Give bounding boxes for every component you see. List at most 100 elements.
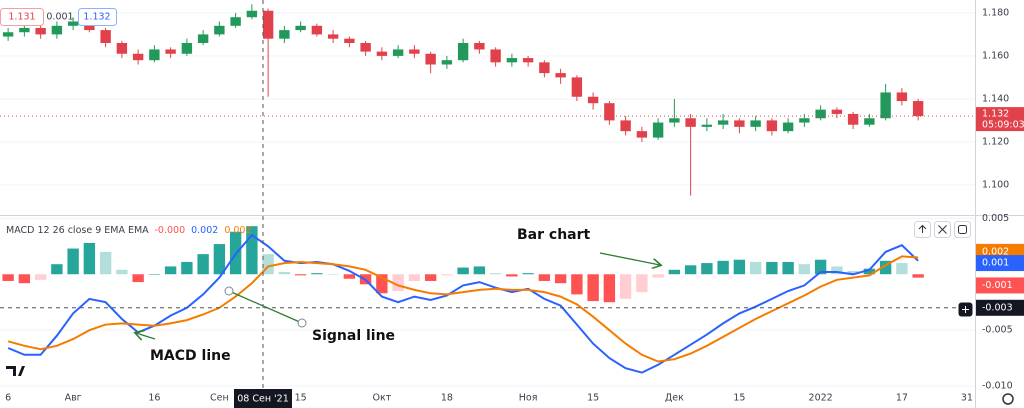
- annotation: MACD line: [150, 348, 231, 364]
- line-series: [7, 255, 919, 363]
- histogram-bar: [197, 254, 209, 275]
- histogram-bar: [506, 274, 518, 277]
- settings-button[interactable]: [1002, 393, 1014, 405]
- candle-body: [376, 51, 388, 56]
- candle-body: [116, 43, 128, 54]
- x-tick-label: 18: [441, 393, 453, 404]
- histogram-bar: [538, 274, 551, 281]
- maximize-icon: [958, 225, 967, 234]
- candle-body: [165, 49, 176, 54]
- y-tick-label: 1.140: [982, 93, 1009, 104]
- candle-body: [360, 43, 371, 52]
- x-tick-label: 15: [295, 393, 307, 404]
- histogram-bar: [83, 242, 96, 275]
- marks: [0, 4, 975, 374]
- histogram-bar: [311, 273, 323, 275]
- x-tick-label: Авг: [65, 393, 82, 404]
- x-tick-label: Сен: [210, 393, 229, 404]
- histogram-bar: [376, 274, 388, 294]
- histogram-bar: [603, 274, 616, 303]
- histogram-bar: [717, 260, 729, 275]
- candle-body: [425, 53, 436, 65]
- histogram-bar: [571, 274, 583, 295]
- candle-body: [734, 120, 745, 127]
- histogram-bar: [262, 254, 274, 275]
- indicator-legend: MACD 12 26 close 9 EMA EMA -0.000 0.002 0.0…: [6, 225, 252, 236]
- last-price-label: 1.132: [982, 109, 1009, 120]
- candle-body: [896, 92, 908, 102]
- candle-body: [2, 32, 14, 37]
- y-tick-label: 1.160: [982, 50, 1009, 61]
- histogram-bar: [116, 269, 128, 275]
- candle-body: [262, 10, 274, 39]
- candle-body: [409, 49, 420, 54]
- histogram-bar: [294, 274, 307, 276]
- x-tick-label: 16: [148, 393, 160, 404]
- annotation-dot: [224, 286, 234, 296]
- y-tick-label: -0.005: [982, 325, 1013, 336]
- candle-body: [506, 58, 518, 63]
- candle-body: [474, 43, 485, 50]
- annotation: Signal line: [312, 328, 395, 344]
- histogram-bar: [473, 266, 486, 275]
- histogram-bar: [733, 259, 746, 275]
- annotation-arrow: [136, 333, 156, 339]
- histogram-bar: [831, 266, 843, 275]
- histogram-bar: [749, 261, 762, 275]
- candle-body: [327, 34, 339, 39]
- candle-body: [132, 53, 144, 61]
- value-tag-label: -0.001: [982, 280, 1013, 291]
- candle-body: [799, 118, 810, 123]
- histogram-bar: [164, 266, 177, 275]
- histogram-bar: [814, 259, 827, 275]
- histogram-bar: [67, 248, 79, 275]
- annotation-arrow: [228, 290, 303, 324]
- histogram-bar: [2, 274, 14, 281]
- maximize-button[interactable]: [954, 221, 971, 238]
- candle-body: [831, 109, 843, 114]
- histogram-bar: [912, 274, 924, 278]
- annotation-arrow: [599, 252, 660, 265]
- histogram-bar: [587, 274, 599, 302]
- candle-body: [457, 43, 469, 61]
- histogram-bar: [668, 269, 681, 275]
- histogram-bar: [896, 263, 908, 275]
- last-price-tag: [976, 107, 1024, 132]
- candle-body: [555, 73, 566, 78]
- candle-body: [701, 124, 713, 127]
- candle-body: [279, 30, 290, 39]
- histogram-bar: [327, 274, 339, 275]
- histogram-bar: [18, 274, 31, 284]
- histogram-bar: [278, 272, 291, 275]
- pane-buttons[interactable]: [914, 221, 971, 238]
- candle-body: [214, 25, 225, 35]
- x-tick-label: 31: [961, 393, 973, 404]
- annotation-dot: [297, 318, 307, 328]
- logo[interactable]: [6, 366, 25, 376]
- ask-box: [78, 8, 117, 26]
- x-tick-label: Окт: [373, 393, 392, 404]
- candle-body: [490, 49, 501, 63]
- candle-body: [604, 103, 615, 121]
- candle-body: [652, 122, 664, 138]
- histogram-bar: [879, 260, 892, 275]
- y-tick-label: 0.005: [982, 213, 1009, 224]
- value-tag-label: 0.002: [982, 246, 1009, 257]
- candle-body: [782, 122, 794, 132]
- histogram-bar: [132, 274, 144, 283]
- spread: 0.001: [46, 12, 73, 23]
- histogram-bar: [636, 274, 648, 293]
- y-tick-label: 1.100: [982, 179, 1009, 190]
- value-tag-label: 0.001: [982, 258, 1009, 269]
- histogram-bar: [522, 273, 534, 275]
- crosshair-y-label: -0.003: [982, 302, 1013, 313]
- y-tick-label: 1.180: [982, 7, 1009, 18]
- candle-body: [880, 92, 891, 119]
- histogram-bar: [652, 274, 664, 278]
- candle-body: [815, 109, 826, 119]
- candle-body: [587, 96, 599, 104]
- candle-body: [149, 49, 160, 61]
- crosshair-x-tag: [234, 389, 292, 408]
- histogram-bar: [863, 268, 876, 275]
